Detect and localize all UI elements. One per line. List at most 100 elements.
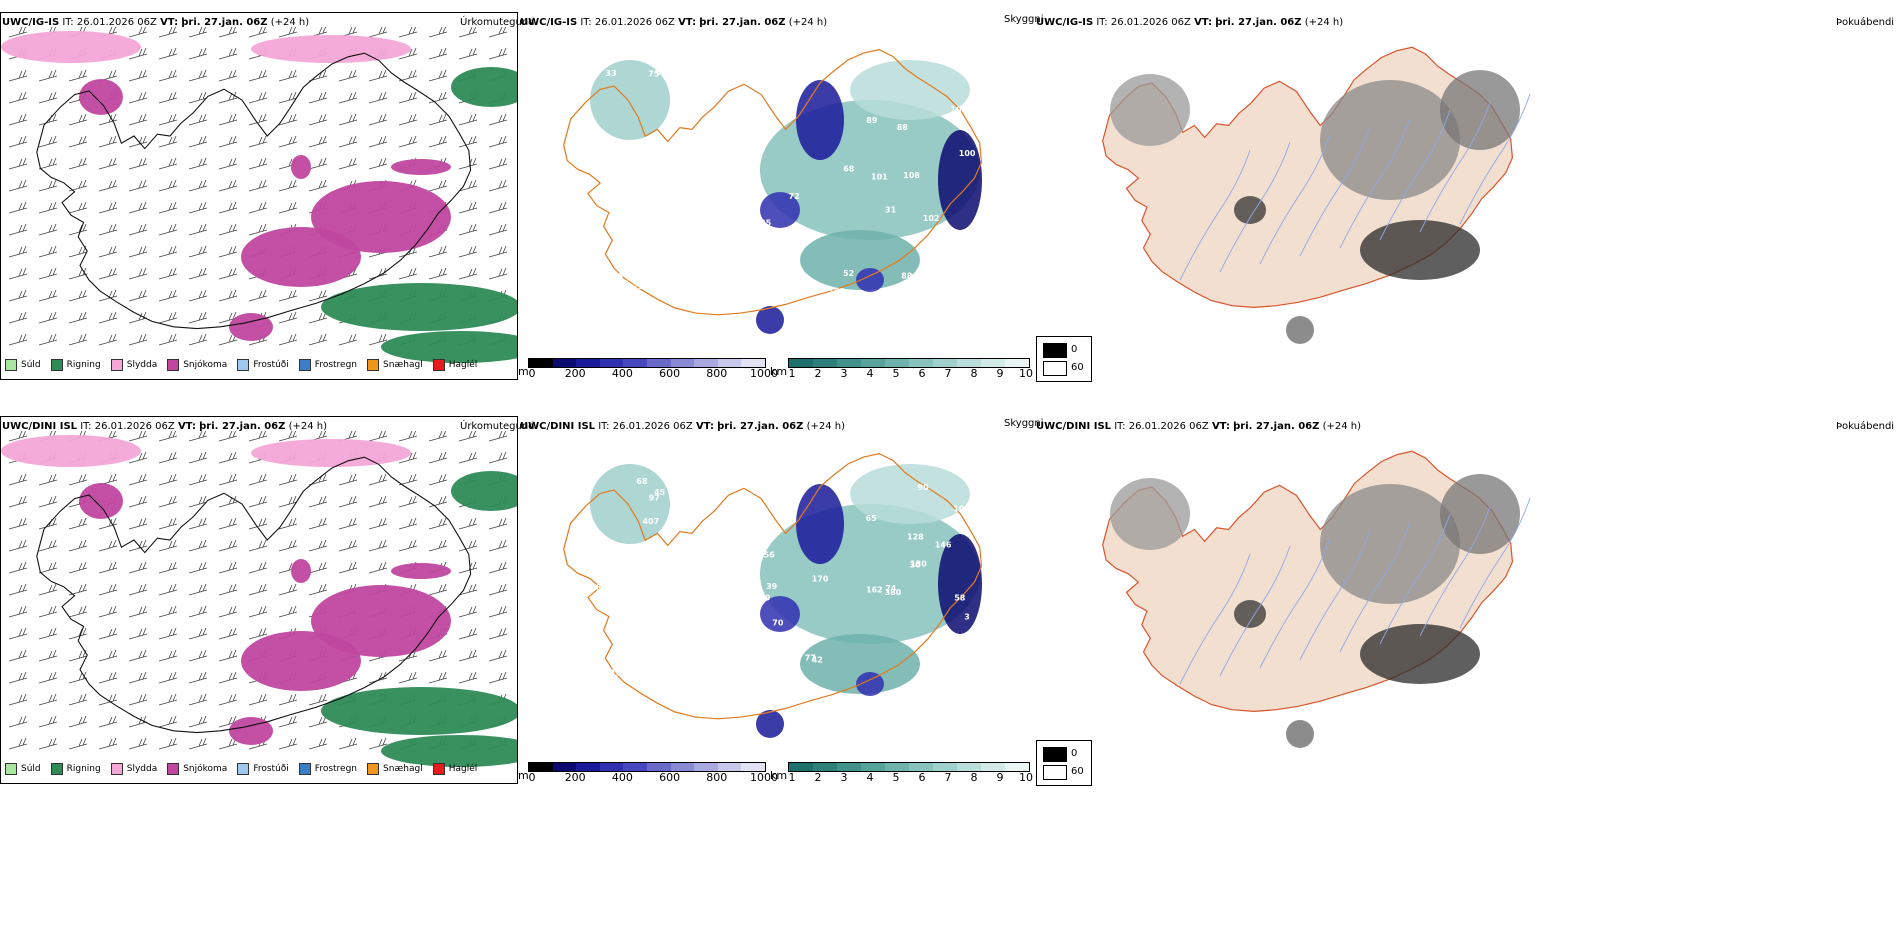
wind-barb [278,583,298,596]
wind-barb [218,47,238,60]
fog-shade-area [1320,80,1460,200]
wind-barb [68,267,88,280]
visibility-value-label: 380 [885,588,902,597]
colorbar-segment [529,763,553,771]
wind-barb [488,157,508,170]
wind-barb [398,517,418,530]
colorbar-segment [552,763,577,771]
snow-area [79,483,123,519]
visibility-value-label: 82 [726,158,737,167]
wind-barb [398,91,418,104]
wind-barb [248,179,268,192]
wind-barb [488,605,508,618]
visibility-value-label: 66 [656,68,668,77]
river [1459,497,1531,629]
visibility-value-label: 217 [682,630,699,639]
wind-barb [218,627,238,640]
visibility-value-label: 21 [633,282,645,291]
wind-barb [188,333,208,346]
wind-barb [128,671,148,684]
panel-title: UWC/IG-IS IT: 26.01.2026 06Z VT: þri. 27… [2,17,309,29]
wind-barb [488,223,508,236]
wind-barb [488,245,508,258]
wind-barb [68,311,88,324]
tick-label: 6 [918,367,926,380]
wind-barb [428,267,448,280]
legend-item: Súld [5,763,41,775]
wind-barb [218,267,238,280]
wind-barb [278,311,298,324]
vt-label: VT: [695,421,714,432]
wind-barb [188,715,208,728]
wind-barb [278,605,298,618]
wind-barb [398,27,418,38]
visibility-value-label: 88 [901,272,913,281]
wind-barb [278,201,298,214]
visibility-value-label: 10 [928,253,940,262]
tick-label: 1000 [750,771,778,784]
wind-barb [248,627,268,640]
ceiling-scale: m 0 200 400 600 800 1000 [518,358,778,382]
visibility-value-label: 99 [634,159,646,168]
wind-barb [368,539,388,552]
legend-swatch [237,359,250,371]
wind-barb [38,311,58,324]
wind-barb [128,157,148,170]
wind-barb [248,583,268,596]
wind-barb [158,737,178,750]
wind-barb [398,451,418,464]
wind-barb [458,649,478,662]
wind-barb [308,113,328,126]
snow-area [391,563,451,579]
wind-barb [38,179,58,192]
low-ceiling-area [756,306,784,334]
wind-barb [338,333,358,346]
wind-barb [368,91,388,104]
wind-barb [428,649,448,662]
wind-barb [158,113,178,126]
wind-barb [458,431,478,442]
wind-barb [188,157,208,170]
wind-barb [248,693,268,706]
wind-barb [68,289,88,302]
legend-swatch [110,763,123,775]
legend-item: Haglél [432,359,477,371]
wind-barb [218,473,238,486]
ceiling-colorbar [528,762,766,772]
snow-area [79,79,123,115]
visibility-value-label: 106 [950,106,967,115]
wind-barb [128,311,148,324]
visibility-value-label: 68 [687,242,699,251]
valid-time: þri. 27.jan. 06Z [699,17,786,28]
ceiling-unit: m [518,365,529,378]
wind-barb [8,627,28,640]
wind-barb [158,69,178,82]
low-visibility-area [850,464,970,524]
visibility-value-label: 66 [885,694,897,703]
wind-barb [248,605,268,618]
wind-barb [398,539,418,552]
visibility-value-label: 19 [610,668,622,677]
visibility-ticks: 1 2 3 4 5 6 7 8 9 10 [788,771,1034,785]
wind-barb [98,179,118,192]
visibility-colorbar [788,762,1030,772]
fog-shade-area [1286,316,1314,344]
visibility-value-label: 43 [776,680,787,689]
wind-barb [68,473,88,486]
ceiling-colorbar [528,358,766,368]
wind-barb [428,69,448,82]
wind-barb [188,561,208,574]
wind-barb [428,179,448,192]
sleet-area [251,439,411,467]
wind-barb [278,517,298,530]
wind-barb [398,495,418,508]
visibility-value-label: 70 [840,496,852,505]
wind-barb [38,649,58,662]
colorbar-segment [813,763,837,771]
visibility-value-label: 128 [907,532,924,541]
wind-barb [188,223,208,236]
panel-title: UWC/IG-IS IT: 26.01.2026 06Z VT: þri. 27… [520,17,827,29]
colorbar-segment [576,763,600,771]
rain-area [321,283,517,331]
legend-label: Frostúði [253,764,289,774]
